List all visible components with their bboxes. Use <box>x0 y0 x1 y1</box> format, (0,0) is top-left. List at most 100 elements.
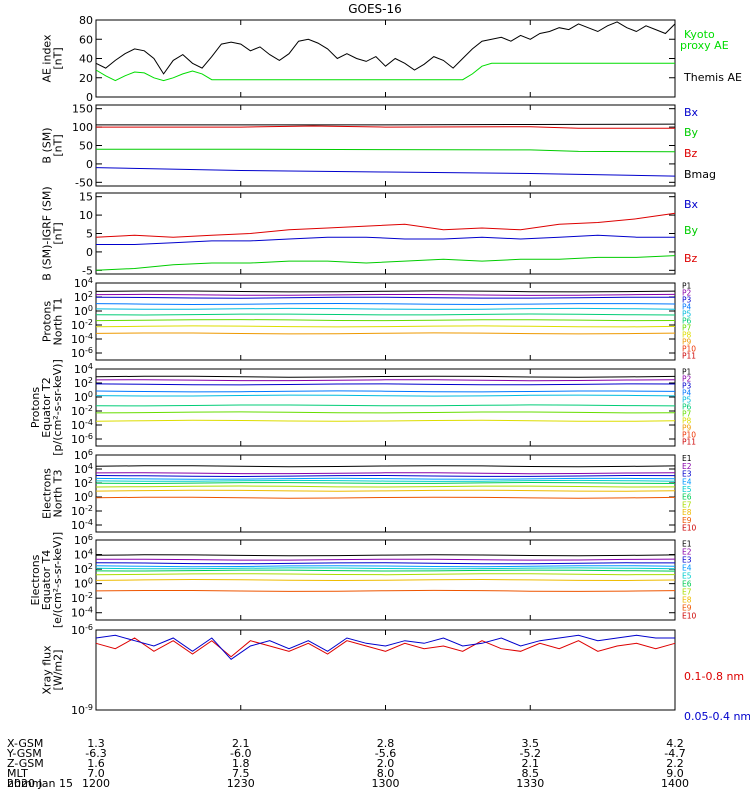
protons_t2-ytick-label-2: 100 <box>74 390 93 404</box>
electrons_t3-ytick-label-0-base: 10 <box>74 449 88 462</box>
ae-series-1 <box>95 62 675 82</box>
protons_t2-ytick-label-2-base: 10 <box>74 391 88 404</box>
electrons_t4-ytick-label-4-base: 10 <box>71 592 85 605</box>
electrons_t3-legend-9: E10 <box>682 524 697 533</box>
protons_t1-level-1 <box>95 293 676 296</box>
protons_t2-legend-6: P7 <box>682 410 692 419</box>
protons_t1-ytick-label-5-exp: -6 <box>85 346 93 355</box>
electrons_t4-ytick-label-5-exp: -4 <box>85 606 93 615</box>
electrons_t3-ytick-label-0-exp: 6 <box>88 448 93 457</box>
protons_t2-legend-5: P6 <box>682 403 692 412</box>
protons_t2-ytick-label-5-base: 10 <box>71 433 85 446</box>
x-axis-table: X-GSM 1.3 2.1 2.8 3.5 4.2 Y-GSM -6.3 -6.0 -5.6 -5.… <box>6 737 689 790</box>
protons_t1-level-8 <box>95 332 676 335</box>
protons_t1-level-3 <box>95 302 676 306</box>
electrons_t3-level-4 <box>95 479 676 482</box>
protons_t1-ytick-label-5-base: 10 <box>71 347 85 360</box>
protons_t2-legend-2: P3 <box>682 382 692 391</box>
bfield-series-1 <box>96 125 675 129</box>
protons_t1-level-2 <box>95 296 676 299</box>
xaxis-value-4-2: 1300 <box>372 777 400 790</box>
ae-ytick-label-2: 40 <box>79 53 93 66</box>
bdiff-series-1 <box>96 234 675 245</box>
bdiff-series-0 <box>95 212 676 238</box>
electrons_t3-level-7 <box>95 489 676 492</box>
electrons_t3-legend-3: E4 <box>682 477 692 486</box>
electrons_t4-legend-1: E2 <box>682 548 692 557</box>
protons_t1-legend-10: P11 <box>682 352 696 361</box>
protons_t1-level-6 <box>95 319 676 322</box>
electrons_t3-ylabel-0: Electrons <box>41 468 54 519</box>
xaxis-value-0-0: 1.3 <box>87 737 105 750</box>
electrons_t3-ytick-label-3-exp: 0 <box>88 490 93 499</box>
electrons_t3-ytick-label-4: 10-2 <box>71 504 93 518</box>
bdiff-ylabel-1: [nT] <box>52 222 65 244</box>
protons_t1-legend-9: P10 <box>682 345 696 354</box>
protons_t1-legend-0: P1 <box>682 282 692 291</box>
electrons_t4-legend-6: E7 <box>682 588 692 597</box>
protons_t2-level-1 <box>95 379 676 382</box>
electrons_t4-level-7 <box>95 578 676 582</box>
xaxis-value-4-0: 1200 <box>82 777 110 790</box>
xray-frame <box>95 629 676 711</box>
electrons_t4-ytick-label-5: 10-4 <box>71 606 93 620</box>
protons_t1-legend-8: P9 <box>682 338 692 347</box>
electrons_t4-legend-9: E10 <box>682 612 697 621</box>
protons_t1-ytick-label-1-exp: 2 <box>88 290 93 299</box>
bfield-ylabel-0: B (SM) <box>41 127 54 163</box>
protons_t2-ytick-label-4-base: 10 <box>71 419 85 432</box>
electrons_t3-ytick-label-4-exp: -2 <box>85 504 93 513</box>
electrons_t3-ytick-label-1: 104 <box>74 462 93 476</box>
protons_t2-ytick-label-0-exp: 4 <box>88 362 93 371</box>
bfield-ytick-label-4: 150 <box>72 103 93 116</box>
electrons_t3-ytick-label-5-base: 10 <box>71 519 85 532</box>
xaxis-value-3-3: 8.5 <box>522 767 540 780</box>
protons_t1-legend-3: P4 <box>682 303 692 312</box>
protons_t2-legend-3: P4 <box>682 389 692 398</box>
xray-series-1 <box>95 634 675 660</box>
xray-ylabel-1: [W/m2] <box>52 650 65 691</box>
ae-legend-2: Themis AE <box>683 71 742 84</box>
electrons_t4-ytick-label-0: 106 <box>74 533 93 547</box>
bfield-legend-1: By <box>684 126 699 139</box>
bfield-legend-0: Bx <box>684 106 699 119</box>
protons_t1-ytick-label-2: 100 <box>74 304 93 318</box>
electrons_t3-legend-0: E1 <box>682 454 692 463</box>
protons_t2-ytick-label-1: 102 <box>74 376 93 390</box>
xaxis-value-1-4: -4.7 <box>664 747 685 760</box>
protons_t1-ytick-label-0-base: 10 <box>74 277 88 290</box>
panel-bdiff: -5 0 5 10 15 B (SM)-IGRF (SM)[nT] Bx By Bz <box>41 186 699 280</box>
xaxis-row-name-3: MLT <box>7 767 28 780</box>
electrons_t4-ytick-label-0-exp: 6 <box>88 533 93 542</box>
electrons_t4-ytick-label-3-base: 10 <box>74 578 88 591</box>
protons_t1-level-7 <box>95 325 676 328</box>
xaxis-row-name-4: hhmm <box>7 777 42 790</box>
electrons_t3-level-5 <box>95 481 676 485</box>
protons_t1-ytick-label-3-base: 10 <box>71 319 85 332</box>
xray-ytick-label-1-exp: -9 <box>85 703 93 712</box>
bfield-ytick-label-3: 100 <box>72 121 93 134</box>
ae-ylabel-1: [nT] <box>52 47 65 69</box>
chart-title: GOES-16 <box>348 2 402 16</box>
protons_t1-ytick-label-0: 104 <box>74 276 93 290</box>
electrons_t4-legend-7: E8 <box>682 596 692 605</box>
protons_t2-ylabel-2: [p/(cm²-s-sr-keV)] <box>51 359 64 456</box>
bfield-legend-3: Bmag <box>684 168 716 181</box>
electrons_t3-legend-1: E2 <box>682 462 692 471</box>
electrons_t3-legend-5: E6 <box>682 493 692 502</box>
xray-legend-0: 0.1-0.8 nm <box>684 670 744 683</box>
protons_t1-ytick-label-2-exp: 0 <box>88 304 93 313</box>
electrons_t3-legend-6: E7 <box>682 500 692 509</box>
protons_t1-ytick-label-1-base: 10 <box>74 291 88 304</box>
electrons_t3-ytick-label-1-base: 10 <box>74 463 88 476</box>
electrons_t3-level-1 <box>95 472 676 475</box>
protons_t1-ytick-label-0-exp: 4 <box>88 276 93 285</box>
bdiff-ytick-label-1: 0 <box>86 246 93 259</box>
electrons_t4-legend-3: E4 <box>682 564 692 573</box>
protons_t2-ylabel-0: Protons <box>29 387 42 428</box>
